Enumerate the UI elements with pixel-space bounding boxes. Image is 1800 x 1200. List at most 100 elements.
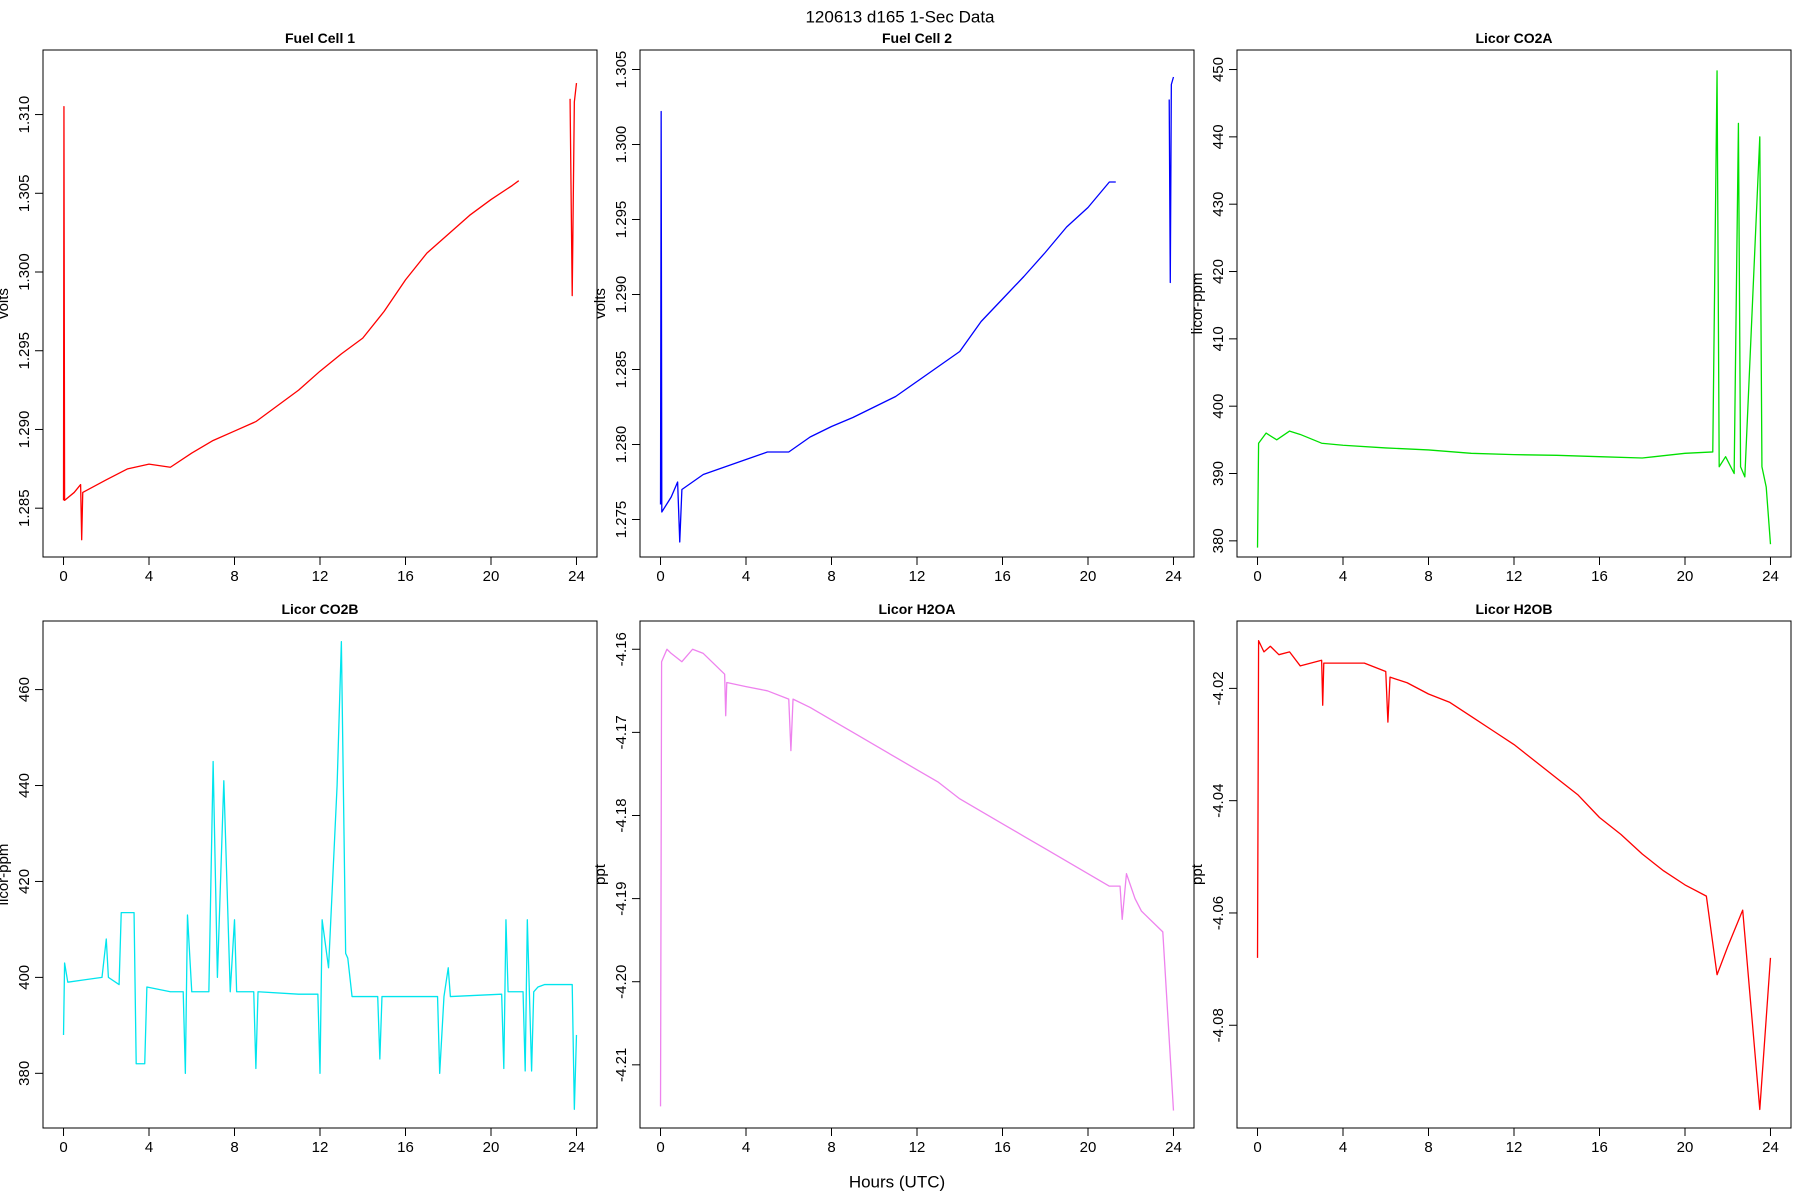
x-tick-label: 12 [312, 1139, 329, 1156]
x-tick-label: 4 [1339, 568, 1347, 585]
panel-title: Fuel Cell 2 [882, 30, 952, 46]
x-tick-label: 0 [1253, 568, 1261, 585]
x-tick-label: 8 [827, 1139, 835, 1156]
x-axis-label: Hours (UTC) [849, 1172, 945, 1191]
y-tick-label: -4.17 [613, 715, 630, 749]
plot-frame [1236, 49, 1792, 558]
y-tick-label: 420 [16, 869, 33, 894]
figure-title: 120613 d165 1-Sec Data [805, 7, 995, 26]
x-tick-label: 12 [909, 1139, 926, 1156]
data-line [659, 76, 1175, 543]
y-tick-label: 400 [1210, 394, 1227, 419]
y-tick-label: 1.305 [613, 51, 630, 89]
y-tick-label: 380 [1210, 528, 1227, 553]
panel-title: Fuel Cell 1 [285, 30, 355, 46]
y-tick-label: 400 [16, 965, 33, 990]
x-tick-label: 8 [827, 568, 835, 585]
panel-title: Licor H2OB [1475, 601, 1552, 617]
y-tick-label: -4.04 [1210, 784, 1227, 818]
y-tick-label: -4.18 [613, 798, 630, 832]
y-tick-label: 1.275 [613, 501, 630, 539]
x-tick-label: 12 [312, 568, 329, 585]
y-tick-label: 1.310 [16, 96, 33, 134]
panel-title: Licor CO2A [1475, 30, 1552, 46]
x-tick-label: 12 [909, 568, 926, 585]
y-tick-label: -4.06 [1210, 896, 1227, 930]
x-tick-label: 24 [1165, 1139, 1182, 1156]
x-tick-label: 8 [230, 1139, 238, 1156]
x-tick-label: 0 [1253, 1139, 1261, 1156]
y-tick-label: 390 [1210, 461, 1227, 486]
y-tick-label: 460 [16, 677, 33, 702]
x-tick-label: 4 [145, 568, 153, 585]
y-axis-label: volts [0, 288, 12, 319]
y-tick-label: 1.300 [613, 126, 630, 164]
y-tick-label: 1.280 [613, 426, 630, 464]
y-tick-label: 1.290 [16, 411, 33, 449]
y-tick-label: 410 [1210, 326, 1227, 351]
data-line [62, 640, 578, 1110]
x-tick-label: 20 [483, 568, 500, 585]
x-tick-label: 0 [59, 1139, 67, 1156]
x-tick-label: 0 [656, 568, 664, 585]
y-tick-label: 380 [16, 1061, 33, 1086]
y-tick-label: -4.20 [613, 965, 630, 999]
x-tick-label: 20 [1677, 568, 1694, 585]
x-tick-label: 16 [397, 1139, 414, 1156]
x-tick-label: 4 [742, 1139, 750, 1156]
panel-title: Licor CO2B [281, 601, 358, 617]
y-axis-label: ppt [1189, 863, 1206, 885]
x-tick-label: 16 [994, 1139, 1011, 1156]
y-tick-label: 420 [1210, 259, 1227, 284]
y-tick-label: 1.300 [16, 253, 33, 291]
y-tick-label: 1.295 [613, 201, 630, 239]
x-tick-label: 24 [568, 568, 585, 585]
x-tick-label: 4 [1339, 1139, 1347, 1156]
y-tick-label: -4.08 [1210, 1008, 1227, 1042]
y-tick-label: -4.19 [613, 882, 630, 916]
x-tick-label: 24 [1762, 1139, 1779, 1156]
y-tick-label: 1.305 [16, 175, 33, 213]
y-tick-label: -4.21 [613, 1048, 630, 1082]
x-tick-label: 16 [1591, 1139, 1608, 1156]
y-tick-label: 1.285 [16, 489, 33, 527]
plot-frame [639, 49, 1195, 558]
x-tick-label: 4 [742, 568, 750, 585]
x-tick-label: 16 [1591, 568, 1608, 585]
x-tick-label: 20 [1677, 1139, 1694, 1156]
x-tick-label: 20 [1080, 1139, 1097, 1156]
x-tick-label: 20 [483, 1139, 500, 1156]
x-tick-label: 0 [59, 568, 67, 585]
plot-frame [639, 620, 1195, 1129]
y-tick-label: 450 [1210, 57, 1227, 82]
x-tick-label: 8 [230, 568, 238, 585]
x-tick-label: 20 [1080, 568, 1097, 585]
x-tick-label: 24 [568, 1139, 585, 1156]
data-line [62, 82, 578, 541]
x-tick-label: 16 [397, 568, 414, 585]
y-axis-label: licor-ppm [0, 844, 12, 906]
x-tick-label: 12 [1506, 1139, 1523, 1156]
x-tick-label: 8 [1424, 1139, 1432, 1156]
y-tick-label: 430 [1210, 192, 1227, 217]
x-tick-label: 0 [656, 1139, 664, 1156]
x-tick-label: 12 [1506, 568, 1523, 585]
y-axis-label: ppt [592, 863, 609, 885]
x-tick-label: 16 [994, 568, 1011, 585]
y-tick-label: 1.290 [613, 276, 630, 314]
y-tick-label: 1.285 [613, 351, 630, 389]
x-tick-label: 24 [1762, 568, 1779, 585]
y-tick-label: 440 [16, 773, 33, 798]
x-tick-label: 8 [1424, 568, 1432, 585]
y-tick-label: -4.16 [613, 632, 630, 666]
plot-frame [42, 49, 598, 558]
data-line [1256, 640, 1772, 1111]
y-axis-label: volts [592, 288, 609, 319]
y-tick-label: 440 [1210, 124, 1227, 149]
data-line [659, 648, 1175, 1111]
y-axis-label: licor-ppm [1189, 273, 1206, 335]
data-line [1256, 70, 1772, 548]
plot-frame [1236, 620, 1792, 1129]
y-tick-label: -4.02 [1210, 671, 1227, 705]
